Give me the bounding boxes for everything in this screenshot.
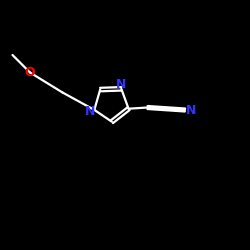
Text: N: N [85,105,95,118]
Text: N: N [116,78,126,91]
Text: O: O [25,66,35,79]
Text: N: N [186,104,196,117]
